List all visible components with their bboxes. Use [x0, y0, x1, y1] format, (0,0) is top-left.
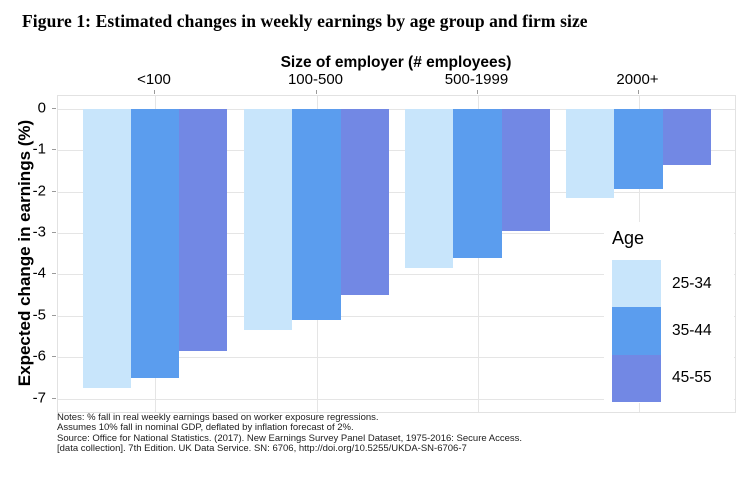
- x-tick-mark: [315, 90, 317, 94]
- note-line: [data collection]. 7th Edition. UK Data …: [57, 443, 467, 455]
- bar-25-34-2000+: [566, 108, 615, 198]
- y-tick-label: -6: [32, 347, 46, 365]
- y-gridline: [58, 315, 735, 317]
- y-tick-mark: [52, 397, 56, 399]
- legend-key-25-34: [612, 260, 661, 308]
- bar-45-55-500-1999: [501, 108, 550, 231]
- y-tick-label: -4: [32, 264, 46, 282]
- x-category-label: <100: [137, 71, 171, 88]
- bar-35-44-2000+: [614, 108, 663, 190]
- x-tick-mark: [637, 90, 639, 94]
- bar-35-44-100-500: [292, 108, 341, 320]
- legend-key-35-44: [612, 307, 661, 355]
- y-gridline: [58, 357, 735, 359]
- bar-25-34-100-500: [244, 108, 293, 331]
- y-gridline: [58, 232, 735, 234]
- bar-35-44-500-1999: [453, 108, 502, 258]
- bar-45-55-2000+: [662, 108, 711, 165]
- y-tick-mark: [52, 273, 56, 275]
- bar-45-55-100-500: [340, 108, 389, 296]
- x-tick-mark: [154, 90, 155, 94]
- y-tick-mark: [52, 190, 56, 192]
- x-category-label: 2000+: [616, 71, 659, 88]
- y-tick-mark: [52, 231, 56, 233]
- legend-title: Age: [612, 228, 645, 248]
- y-axis-title: Expected change in earnings (%): [15, 119, 34, 387]
- y-tick-label: -1: [32, 140, 46, 158]
- x-axis-title: Size of employer (# employees): [280, 54, 512, 71]
- y-tick-mark: [52, 107, 56, 109]
- y-tick-label: -3: [32, 223, 46, 241]
- x-tick-mark: [476, 90, 478, 94]
- y-gridline: [58, 274, 735, 276]
- y-tick-label: -7: [32, 389, 46, 407]
- y-gridline: [58, 398, 735, 400]
- legend-label-45-55: 45-55: [672, 369, 712, 387]
- y-tick-label: 0: [37, 99, 46, 117]
- source-notes: Notes: % fall in real weekly earnings ba…: [57, 412, 523, 455]
- note-line: Notes: % fall in real weekly earnings ba…: [57, 412, 379, 423]
- figure-title: Figure 1: Estimated changes in weekly ea…: [22, 11, 588, 31]
- y-tick-mark: [52, 149, 56, 151]
- note-line: Assumes 10% fall in nominal GDP, deflate…: [57, 422, 354, 434]
- y-gridline: [58, 191, 735, 193]
- legend-label-25-34: 25-34: [672, 274, 712, 292]
- bar-35-44-<100: [130, 108, 180, 378]
- bar-25-34-500-1999: [405, 108, 454, 269]
- y-gridline: [58, 108, 735, 110]
- legend-label-35-44: 35-44: [672, 321, 712, 339]
- y-tick-mark: [52, 314, 56, 316]
- x-category-label: 100-500: [287, 71, 344, 88]
- y-gridline: [58, 150, 735, 152]
- x-category-label: 500-1999: [444, 71, 509, 88]
- bar-45-55-<100: [179, 108, 228, 352]
- y-tick-label: -2: [32, 182, 46, 200]
- note-line: Source: Office for National Statistics. …: [57, 432, 523, 444]
- legend-key-45-55: [612, 354, 661, 402]
- y-tick-mark: [52, 356, 56, 358]
- bar-25-34-<100: [82, 108, 131, 389]
- legend: Age 25-34 35-44 45-55: [604, 222, 734, 403]
- y-tick-label: -5: [32, 306, 46, 324]
